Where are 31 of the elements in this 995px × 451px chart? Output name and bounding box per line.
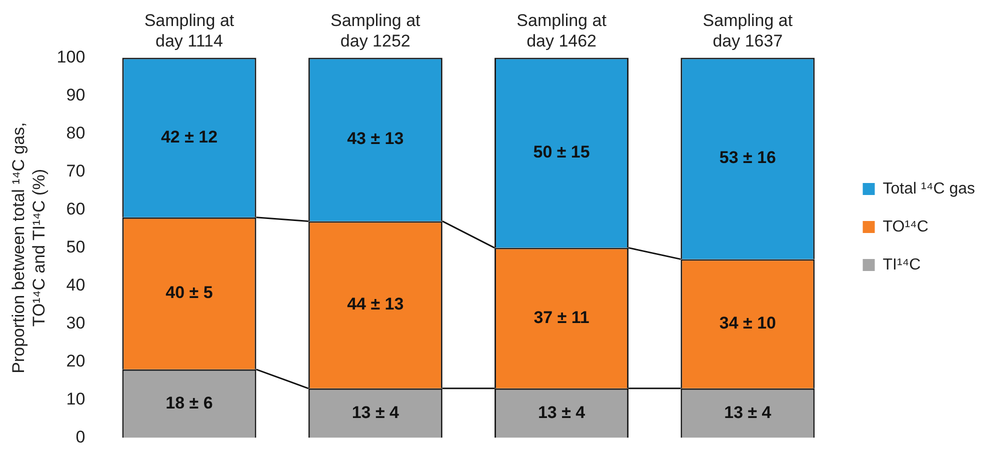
x-tick-label: Sampling at day 1114 [144, 10, 234, 50]
data-label: 18 ± 6 [166, 393, 213, 412]
data-label: 13 ± 4 [352, 402, 400, 422]
y-tick-label: 0 [76, 427, 86, 446]
y-tick-label: 50 [66, 237, 86, 256]
legend-label: TI¹⁴C [882, 256, 921, 274]
y-tick-label: 10 [66, 389, 86, 408]
data-label: 34 ± 10 [719, 313, 776, 332]
y-tick-label: 80 [66, 123, 86, 142]
x-tick-label: Sampling at day 1252 [330, 10, 421, 50]
data-label: 37 ± 11 [534, 308, 590, 327]
y-axis-title: Proportion between total ¹⁴C gas, TO¹⁴C and TI¹⁴C (%) [8, 122, 48, 374]
legend-label: TO¹⁴C [882, 218, 928, 236]
data-label: 50 ± 15 [533, 142, 590, 162]
data-label: 44 ± 13 [347, 294, 404, 314]
x-tick-label: Sampling at day 1637 [702, 10, 793, 50]
y-tick-label: 90 [66, 85, 86, 104]
y-tick-label: 60 [66, 199, 86, 218]
data-label: 13 ± 4 [538, 402, 586, 422]
y-tick-label: 40 [66, 275, 86, 294]
x-tick-label: Sampling at day 1462 [516, 10, 607, 50]
data-label: 42 ± 12 [160, 127, 218, 146]
data-label: 53 ± 16 [719, 148, 776, 168]
y-tick-label: 30 [66, 313, 86, 332]
legend-label: Total ¹⁴C gas [882, 180, 976, 198]
data-label: 13 ± 4 [724, 402, 772, 422]
y-tick-label: 100 [56, 47, 86, 66]
y-tick-label: 20 [66, 351, 86, 370]
data-label: 43 ± 13 [347, 129, 404, 148]
y-tick-label: 70 [66, 161, 86, 180]
data-label: 40 ± 5 [166, 283, 213, 302]
